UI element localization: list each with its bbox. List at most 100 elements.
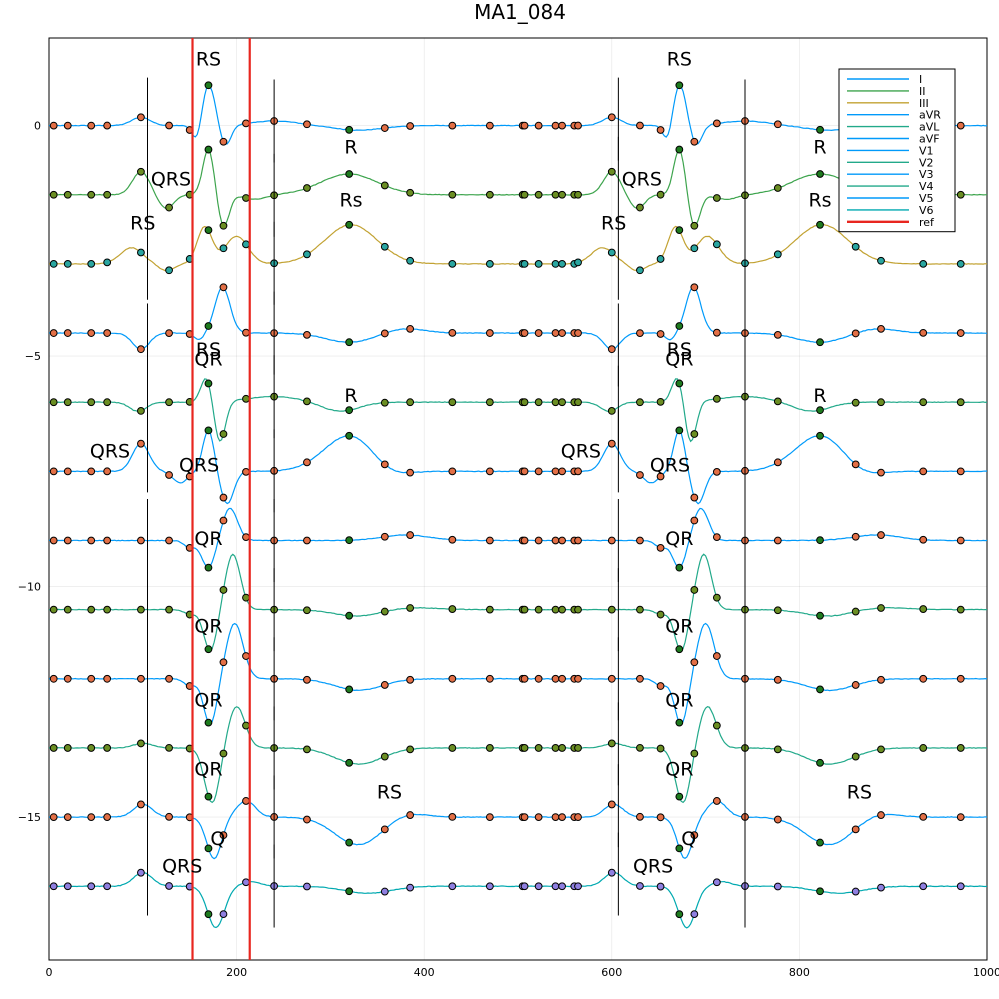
annotation-label: QR [194,759,222,781]
fiducial-point [406,745,415,754]
fiducial-point [574,190,582,199]
fiducial-point [656,330,665,338]
annotation-label: RS [196,49,221,71]
fiducial-point [165,329,173,338]
fiducial-point [165,674,173,683]
fiducial-point [656,813,665,822]
fiducial-point [204,718,213,727]
fiducial-point [87,744,96,752]
fiducial-point [406,675,415,684]
fiducial-point [87,190,96,199]
annotation-label: RS [601,212,626,234]
fiducial-point [345,220,354,229]
fiducial-point [49,329,58,337]
fiducial-point [303,330,311,339]
fiducial-point [49,121,58,130]
fiducial-point [816,536,824,545]
fiducial-point [103,536,112,545]
fiducial-point [773,536,782,545]
fiducial-point [816,406,824,415]
fiducial-point [103,467,112,476]
fiducial-point [448,467,457,476]
fiducial-point [103,813,112,821]
fiducial-point [303,250,311,259]
series-line-aVL [48,378,988,443]
fiducial-point [551,329,560,337]
fiducial-point [607,407,616,415]
fiducial-point [551,259,560,268]
fiducial-point [712,328,721,337]
fiducial-point [345,431,354,440]
fiducial-point [219,221,228,230]
fiducial-point [406,468,415,477]
fiducial-point [219,586,228,594]
fiducial-point [877,811,885,819]
fiducial-point [204,322,213,330]
fiducial-point [485,536,494,545]
fiducial-point [574,882,582,891]
fiducial-point [877,531,885,539]
fiducial-point [87,605,96,614]
fiducial-point [63,536,72,545]
fiducial-point [49,813,58,821]
fiducial-point [380,825,389,834]
fiducial-point [49,605,58,614]
fiducial-point [956,674,965,683]
fiducial-point [448,398,457,407]
fiducial-point [773,675,782,684]
chart-title: MA1_084 [474,0,566,24]
fiducial-point [773,745,782,754]
fiducial-point [558,121,566,130]
fiducial-point [636,812,644,821]
fiducial-point [380,887,389,896]
fiducial-point [558,190,566,199]
fiducial-point [816,685,824,694]
fiducial-point [448,744,457,752]
fiducial-point [103,121,112,130]
fiducial-point [63,467,72,476]
fiducial-point [607,674,616,683]
series-line-III [49,224,988,272]
legend-label-I: I [919,73,922,86]
fiducial-point [551,813,560,821]
fiducial-point [551,882,560,891]
series-line-V4 [48,706,988,804]
y-tick-label: −15 [18,811,41,824]
fiducial-point [63,674,72,683]
fiducial-point [675,645,684,654]
fiducial-point [636,398,644,407]
fiducial-point [165,203,173,212]
series-line-V3 [48,622,988,726]
fiducial-point [558,605,566,614]
fiducial-point [675,81,684,90]
fiducial-point [520,605,529,614]
annotation-label: QR [665,348,693,370]
fiducial-point [534,674,543,683]
fiducial-point [816,338,824,347]
fiducial-point [448,535,457,544]
fiducial-point [242,721,250,730]
fiducial-point [520,190,529,199]
y-tick-label: −10 [18,581,41,594]
fiducial-point [137,536,145,545]
fiducial-point [303,536,311,545]
fiducial-point [558,259,566,268]
fiducial-point [303,675,311,684]
fiducial-point [63,882,72,891]
fiducial-point [675,910,684,919]
fiducial-point [165,471,173,479]
fiducial-point [242,652,250,660]
fiducial-point [877,324,885,333]
fiducial-point [919,328,928,337]
fiducial-point [773,458,782,467]
fiducial-point [103,882,112,891]
fiducial-point [345,685,354,694]
fiducial-point [534,605,543,614]
fiducial-point [574,329,582,337]
fiducial-point [690,516,699,525]
fiducial-point [956,259,965,268]
annotation-label: Q [210,828,225,850]
fiducial-point [219,910,228,919]
fiducial-point [675,145,684,154]
